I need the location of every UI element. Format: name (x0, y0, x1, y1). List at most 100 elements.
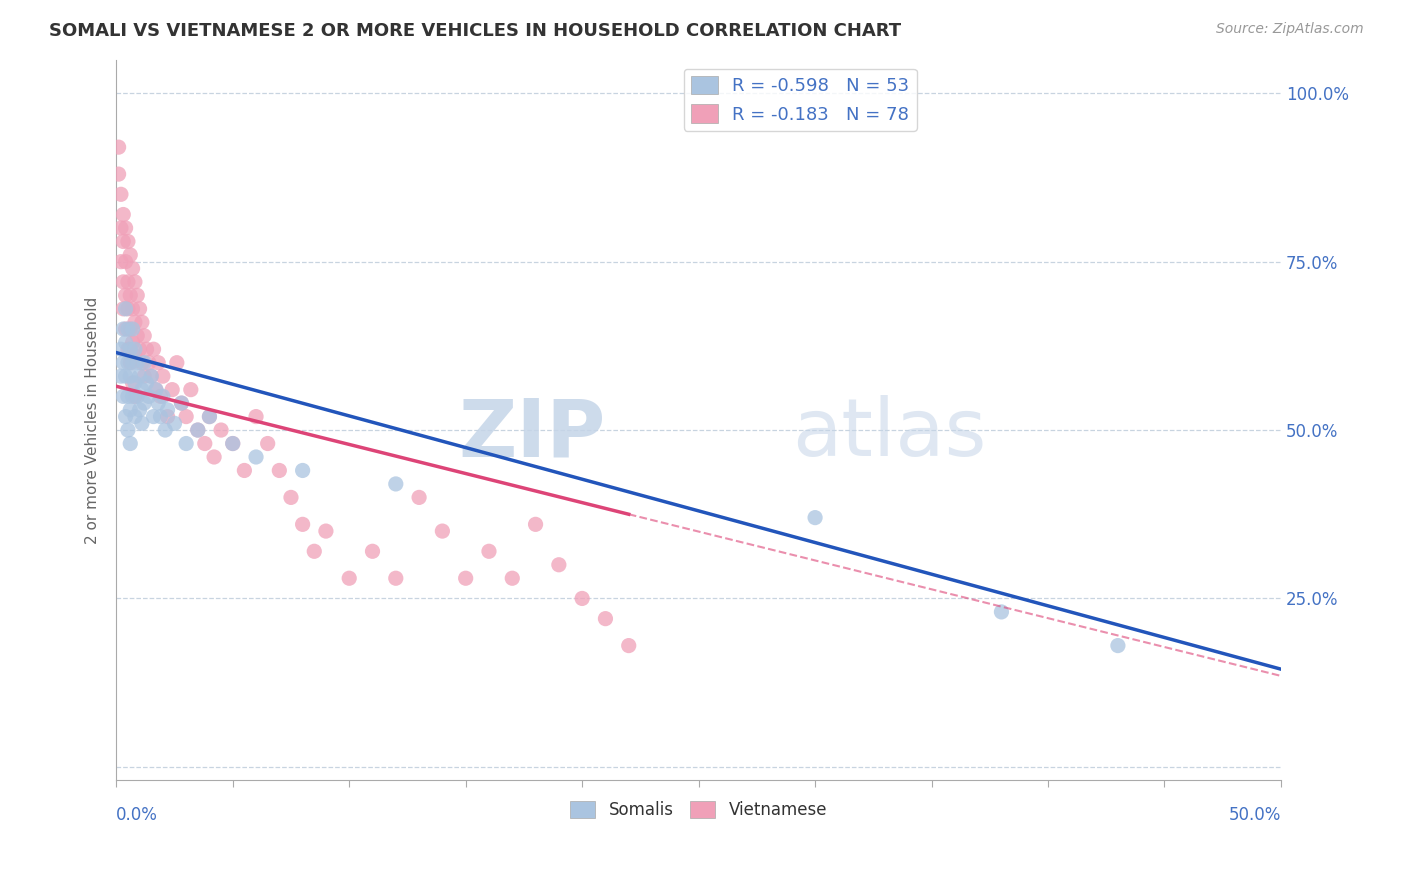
Point (117, 322, 139, 336)
Point (291, 463, 314, 477)
Point (128, 369, 150, 384)
Point (202, 450, 225, 464)
Point (131, 315, 153, 329)
Point (114, 288, 136, 302)
Point (187, 423, 209, 437)
Point (145, 383, 167, 397)
Point (148, 396, 170, 410)
Point (112, 235, 135, 249)
Point (120, 322, 142, 336)
Point (198, 409, 221, 424)
Point (121, 261, 143, 276)
Point (501, 571, 523, 585)
Point (135, 343, 157, 357)
Point (110, 369, 132, 384)
Point (131, 417, 153, 431)
Point (121, 322, 143, 336)
Point (222, 436, 245, 450)
Point (153, 423, 176, 437)
Point (166, 356, 188, 370)
Point (117, 343, 139, 357)
Point (124, 275, 146, 289)
Point (124, 409, 146, 424)
Point (114, 409, 136, 424)
Point (124, 349, 146, 363)
Point (160, 383, 183, 397)
Point (142, 409, 165, 424)
Point (174, 409, 197, 424)
Point (135, 376, 157, 390)
Point (571, 591, 593, 606)
Point (110, 343, 132, 357)
Point (222, 436, 245, 450)
Point (128, 301, 150, 316)
Point (124, 315, 146, 329)
Point (117, 423, 139, 437)
Text: atlas: atlas (792, 395, 986, 474)
Point (245, 450, 267, 464)
Point (120, 436, 142, 450)
Point (112, 356, 135, 370)
Point (112, 322, 135, 336)
Point (117, 275, 139, 289)
Point (337, 571, 360, 585)
Text: ZIP: ZIP (458, 395, 606, 474)
Text: SOMALI VS VIETNAMESE 2 OR MORE VEHICLES IN HOUSEHOLD CORRELATION CHART: SOMALI VS VIETNAMESE 2 OR MORE VEHICLES … (49, 22, 901, 40)
Point (245, 409, 267, 424)
Point (180, 383, 202, 397)
Point (163, 417, 186, 431)
Point (233, 463, 256, 477)
Point (128, 343, 150, 357)
Point (134, 369, 156, 384)
Point (124, 376, 146, 390)
Point (361, 544, 384, 558)
Point (1107, 639, 1129, 653)
Point (280, 491, 302, 505)
Legend: Somalis, Vietnamese: Somalis, Vietnamese (564, 795, 834, 826)
Point (127, 288, 149, 302)
Point (134, 396, 156, 410)
Point (121, 301, 143, 316)
Point (990, 605, 1012, 619)
Point (142, 343, 165, 357)
Point (120, 248, 142, 262)
Point (128, 402, 150, 417)
Point (134, 356, 156, 370)
Point (112, 301, 135, 316)
Point (112, 389, 135, 403)
Point (117, 235, 139, 249)
Point (110, 254, 132, 268)
Point (595, 612, 617, 626)
Point (187, 423, 209, 437)
Point (127, 328, 149, 343)
Point (120, 356, 142, 370)
Point (107, 140, 129, 154)
Point (112, 207, 135, 221)
Point (617, 639, 640, 653)
Point (156, 402, 179, 417)
Point (134, 328, 156, 343)
Point (209, 423, 232, 437)
Point (121, 356, 143, 370)
Point (385, 477, 408, 491)
Point (121, 389, 143, 403)
Point (408, 491, 430, 505)
Point (120, 402, 142, 417)
Point (114, 254, 136, 268)
Point (110, 221, 132, 235)
Point (304, 544, 326, 558)
Point (174, 436, 197, 450)
Point (315, 524, 337, 538)
Text: Source: ZipAtlas.com: Source: ZipAtlas.com (1216, 22, 1364, 37)
Point (110, 187, 132, 202)
Point (547, 558, 569, 572)
Point (114, 221, 136, 235)
Point (120, 369, 142, 384)
Point (127, 356, 149, 370)
Point (120, 343, 142, 357)
Point (148, 356, 170, 370)
Point (141, 369, 163, 384)
Point (170, 396, 193, 410)
Point (198, 409, 221, 424)
Point (145, 383, 167, 397)
